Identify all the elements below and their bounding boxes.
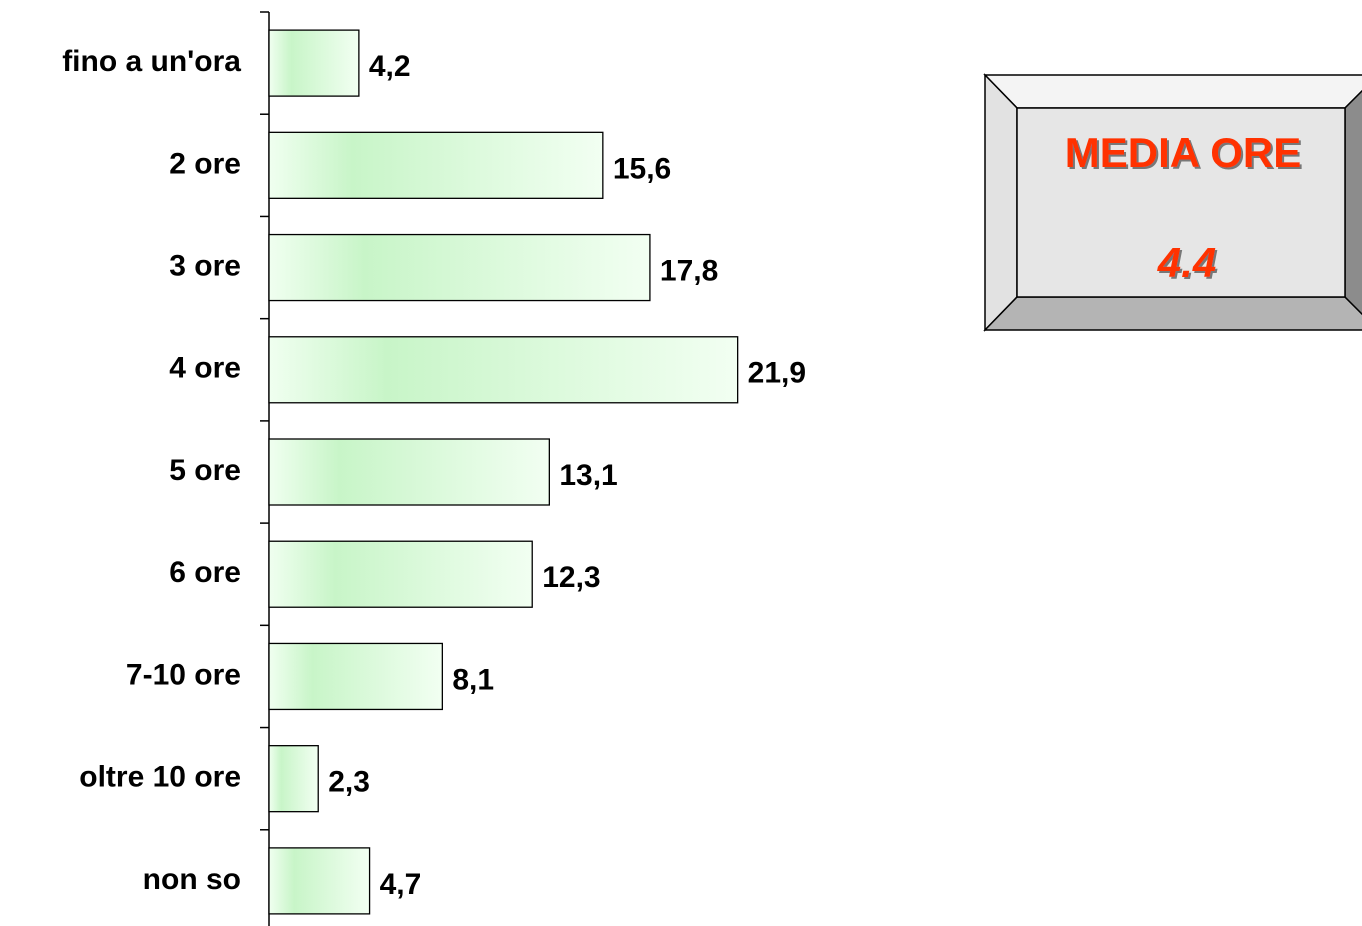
- value-label: 8,1: [452, 663, 494, 696]
- category-label: 5 ore: [169, 454, 241, 487]
- category-label: fino a un'ora: [62, 45, 241, 78]
- category-label: 7-10 ore: [126, 658, 241, 691]
- value-label: 12,3: [542, 561, 600, 594]
- category-label: 6 ore: [169, 556, 241, 589]
- bar: [268, 642, 443, 711]
- value-label: 21,9: [748, 357, 806, 390]
- mean-box: MEDIA ORE 4.4: [983, 73, 1362, 332]
- category-label: 4 ore: [169, 352, 241, 385]
- value-label: 17,8: [660, 254, 718, 287]
- category-label: oltre 10 ore: [79, 761, 241, 794]
- annotation-value: 4.4: [1157, 239, 1216, 286]
- bevel-top: [983, 74, 1362, 109]
- bevel-bottom: [983, 296, 1362, 331]
- bar: [268, 336, 739, 404]
- category-label: non so: [143, 863, 241, 896]
- annotation-title: MEDIA ORE: [1065, 129, 1301, 176]
- category-label: 2 ore: [169, 147, 241, 180]
- bevel-right: [1344, 89, 1362, 316]
- bar: [268, 540, 533, 608]
- bar: [268, 745, 319, 813]
- value-label: 13,1: [559, 459, 617, 492]
- bar: [268, 438, 550, 506]
- bar: [268, 233, 651, 302]
- bar: [268, 131, 604, 199]
- value-label: 4,7: [380, 868, 422, 901]
- value-label: 4,2: [369, 50, 411, 83]
- bar: [268, 847, 371, 915]
- box-face: [1016, 107, 1346, 298]
- bar: [268, 29, 360, 97]
- value-label: 15,6: [613, 152, 671, 185]
- bevel-left: [984, 73, 1018, 332]
- value-label: 2,3: [328, 766, 370, 799]
- category-label: 3 ore: [169, 249, 241, 282]
